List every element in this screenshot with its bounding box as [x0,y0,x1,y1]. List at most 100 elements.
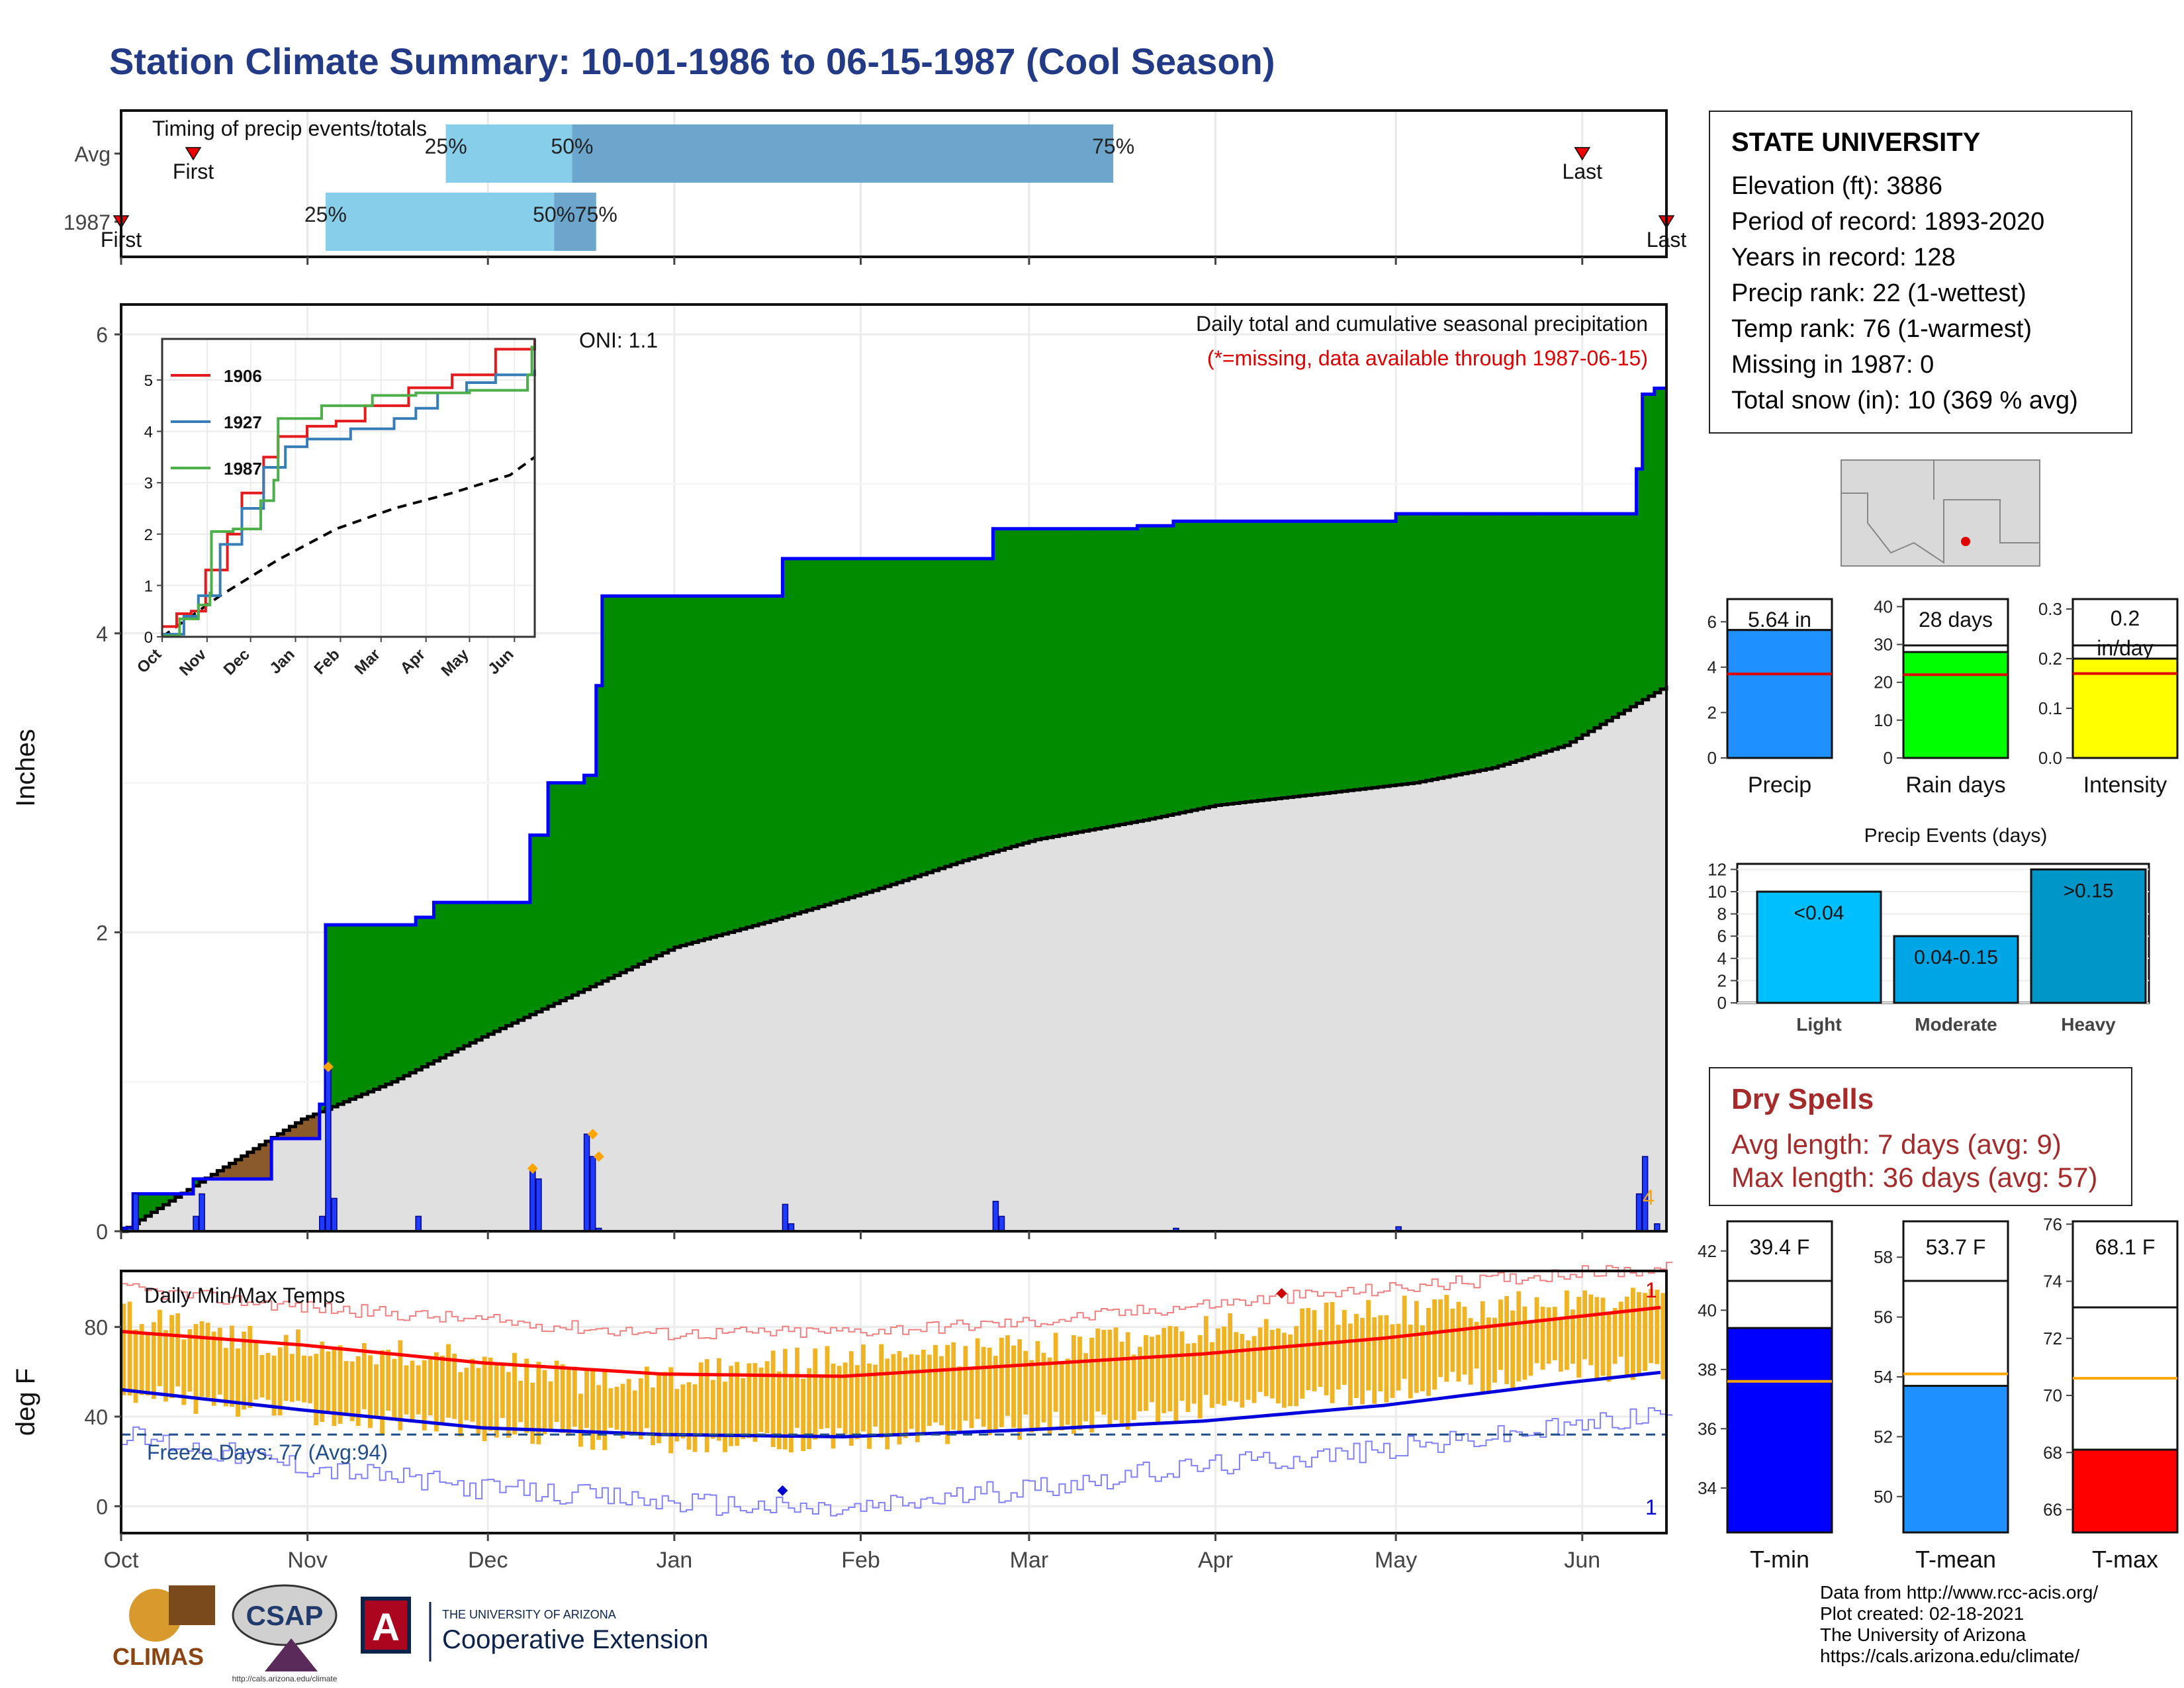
daily-temp-bar [223,1348,228,1407]
temp-bar-value: 68.1 F [2095,1235,2156,1259]
precip-events-y-tick-label: 2 [1717,970,1727,990]
daily-temp-bar [1306,1307,1311,1391]
above-average-fill [1432,514,1439,780]
days-count-label: 4 [1643,1186,1655,1209]
above-average-fill [740,596,747,929]
above-average-fill [1402,514,1408,784]
above-average-fill [1486,514,1493,769]
daily-temp-bar [398,1340,403,1430]
above-average-fill [566,782,573,998]
above-average-fill [163,1194,170,1205]
daily-temp-bar [368,1355,373,1429]
daily-precip-bar [589,1156,596,1232]
daily-temp-bar [1444,1295,1449,1382]
summary-bar-label: Intensity [2083,773,2167,798]
daily-temp-bar [747,1363,752,1438]
footer-line: Data from http://www.rcc-acis.org/ [1820,1582,2099,1603]
daily-temp-bar [1396,1323,1401,1391]
daily-temp-bar [248,1326,253,1408]
daily-temp-bar [614,1387,619,1430]
summary-y-tick-label: 10 [1874,710,1893,730]
above-average-fill [445,902,453,1055]
daily-temp-bar [308,1356,312,1403]
temp-y-tick-label: 40 [84,1405,108,1429]
above-average-fill [1642,394,1649,700]
precip-event-bar-label: Heavy [2061,1014,2116,1035]
timing-segment [325,193,555,251]
above-average-fill [1143,526,1150,821]
summary-bar [1726,629,1833,759]
daily-temp-bar [542,1370,547,1434]
daily-temp-bar [710,1380,715,1439]
daily-temp-bar [524,1358,529,1433]
daily-temp-bar [837,1366,842,1429]
daily-temp-bar [1161,1328,1167,1413]
daily-temp-bar [644,1366,649,1429]
above-average-fill [993,528,1000,852]
station-info-line: Precip rank: 22 (1-wettest) [1731,279,2026,307]
daily-temp-bar [1047,1357,1052,1435]
temp-bar-y-tick-label: 54 [1874,1367,1893,1387]
above-average-fill [338,925,344,1105]
daily-temp-bar [1637,1291,1641,1374]
above-average-fill [578,782,585,992]
record-min-line [121,1407,1673,1517]
above-average-fill [620,596,627,973]
daily-temp-bar [1510,1310,1516,1388]
above-average-fill [157,1194,164,1209]
daily-temp-bar [1528,1321,1533,1376]
above-average-fill [956,558,964,863]
summary-y-tick-label: 0 [1707,748,1717,768]
above-average-fill [1636,469,1643,704]
above-average-fill [794,558,801,914]
daily-temp-bar [500,1365,505,1419]
daily-temp-bar [1083,1353,1089,1422]
above-average-fill [1648,394,1655,696]
above-average-fill [1468,514,1475,773]
above-average-fill [145,1194,152,1217]
above-average-fill [1558,514,1565,747]
last-event-label: Last [1563,160,1603,183]
daily-temp-bar [867,1363,872,1449]
above-average-fill [1504,514,1511,765]
oni-label: ONI: 1.1 [579,328,658,352]
above-average-fill [987,558,994,854]
above-average-fill [1137,526,1144,821]
daily-temp-bar [596,1385,602,1440]
daily-temp-bar [1661,1293,1666,1380]
temp-bar-y-tick-label: 42 [1698,1241,1717,1261]
station-info-line: Total snow (in): 10 (369 % avg) [1731,387,2078,414]
above-average-fill [1179,521,1186,813]
footer-notes: Data from http://www.rcc-acis.org/ Plot … [1820,1582,2098,1667]
daily-temp-bar [380,1350,385,1435]
daily-temp-bar [428,1359,433,1416]
above-average-fill [812,558,819,909]
daily-temp-bar [584,1369,589,1429]
daily-temp-bar [1426,1307,1431,1396]
daily-temp-bar [566,1370,571,1436]
temp-bar-y-tick-label: 66 [2043,1500,2062,1520]
daily-temp-bar [158,1309,162,1386]
precip-y-axis-label: Inches [11,729,40,807]
above-average-fill [686,596,693,944]
above-average-fill [1246,521,1252,802]
x-axis-tick-label: Oct [104,1548,139,1573]
summary-y-tick-label: 6 [1707,612,1717,632]
above-average-fill [1035,528,1042,840]
daily-temp-bar [1125,1332,1130,1430]
above-average-fill [1624,514,1631,710]
summary-bar-label-box [1726,598,1833,632]
summary-bar-value: in/day [2097,636,2153,660]
above-average-fill [457,902,465,1049]
above-average-fill [1522,514,1529,759]
daily-temp-bar [242,1331,247,1410]
daily-temp-bar [1456,1301,1461,1382]
record-low-marker [777,1485,788,1496]
above-average-fill [1528,514,1535,757]
x-axis-tick-label: Jan [656,1548,692,1573]
above-average-fill [788,558,796,916]
above-average-fill [1059,528,1066,835]
daily-temp-bar [1269,1329,1275,1399]
above-average-fill [1390,521,1396,786]
daily-temp-bar [782,1348,788,1450]
